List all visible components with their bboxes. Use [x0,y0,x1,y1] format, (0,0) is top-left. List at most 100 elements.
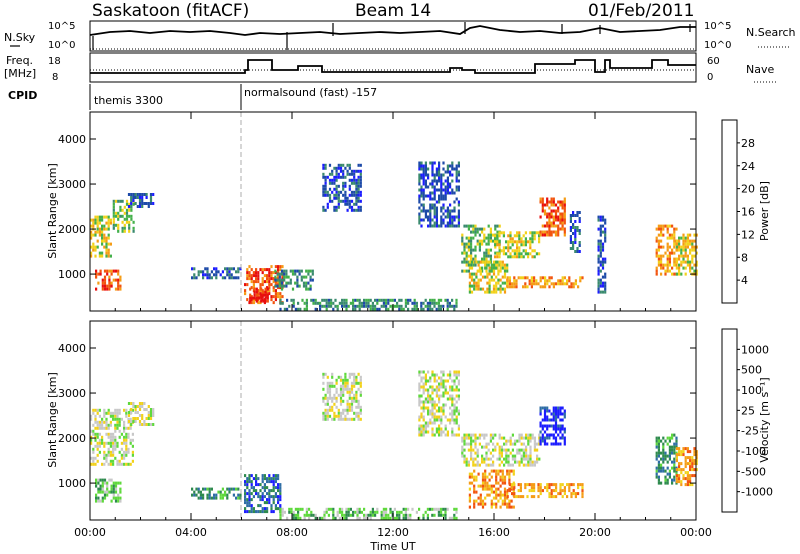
power-cell [117,199,120,203]
power-cell [680,236,683,240]
power-cell [666,269,669,273]
velocity-cell [552,406,555,410]
power-cell [389,304,392,308]
velocity-cell [380,513,383,517]
velocity-cell [561,418,564,422]
velocity-cell [342,408,345,412]
velocity-cell [326,381,329,385]
velocity-cell [546,424,549,428]
velocity-cell [261,474,264,478]
x-tick-label: 04:00 [175,526,207,539]
power-cell [465,269,468,273]
velocity-cell [268,480,271,484]
velocity-cell [129,426,132,430]
velocity-cell [522,442,525,446]
velocity-cell [506,495,509,499]
power-cell [105,215,108,219]
power-cell [94,248,97,252]
power-cell [235,270,238,274]
velocity-cell [333,393,336,397]
power-cell [98,230,101,234]
velocity-cell [346,384,349,388]
power-cell [344,202,347,206]
velocity-cell [344,417,347,421]
power-cell [664,224,667,228]
velocity-cell [657,439,660,443]
power-cell [444,188,447,192]
power-cell [280,284,284,288]
power-cell [261,271,264,275]
velocity-cell [475,475,478,479]
velocity-cell [498,448,501,452]
velocity-cell [418,370,421,374]
x-tick-label: 16:00 [478,526,510,539]
power-cell [578,217,581,220]
power-cell [255,277,258,281]
power-cell [112,214,115,218]
power-cell [664,251,667,255]
power-cell [539,285,542,289]
velocity-cell [244,489,247,493]
velocity-cell [435,409,438,413]
velocity-cell [537,495,540,499]
velocity-cell [470,475,474,479]
velocity-cell [489,439,492,443]
velocity-cell [127,414,131,417]
velocity-cell [112,453,115,457]
power-cell [422,191,425,195]
velocity-cell [499,490,502,494]
velocity-cell [548,483,551,487]
power-cell [467,254,470,258]
power-cell [513,249,516,253]
power-cell [101,242,104,246]
power-cell [528,279,531,283]
power-cell [496,260,499,264]
velocity-cell [463,433,466,437]
power-cell [457,212,460,216]
velocity-cell [131,459,134,463]
velocity-cell [130,402,133,405]
velocity-cell [559,483,562,487]
velocity-cell [266,480,269,484]
velocity-cell [339,384,343,388]
power-cell [673,263,676,267]
power-cell [252,280,255,284]
power-cell [94,254,97,258]
velocity-cell [206,487,209,491]
velocity-cell [119,487,122,491]
velocity-cell [259,504,262,508]
power-cell [250,277,253,281]
power-cell [494,240,497,244]
power-cell [544,279,547,283]
power-cell [499,263,502,267]
velocity-cell [274,507,277,511]
power-cell [552,221,555,225]
power-cell [117,284,120,288]
velocity-cell [138,420,142,423]
velocity-cell [152,423,155,426]
velocity-cell [673,442,676,446]
velocity-cell [467,448,470,452]
velocity-cell [557,442,560,446]
power-cell [97,272,100,276]
power-cell [305,298,308,302]
power-cell [509,234,512,238]
power-cell [369,307,372,311]
velocity-cell [114,484,118,488]
velocity-cell [503,448,506,452]
velocity-cell [531,433,534,437]
velocity-cell [324,393,327,397]
power-cell [548,276,551,280]
power-cell [105,245,108,249]
power-cell [472,257,475,261]
power-cell [494,243,497,247]
velocity-cell [453,516,456,520]
velocity-cell [657,454,660,458]
velocity-cell [118,462,121,466]
velocity-cell [123,435,126,439]
velocity-cell [346,402,349,406]
velocity-cell [516,448,519,452]
power-cell [283,269,286,273]
power-cell [109,221,112,225]
power-cell [279,301,282,305]
